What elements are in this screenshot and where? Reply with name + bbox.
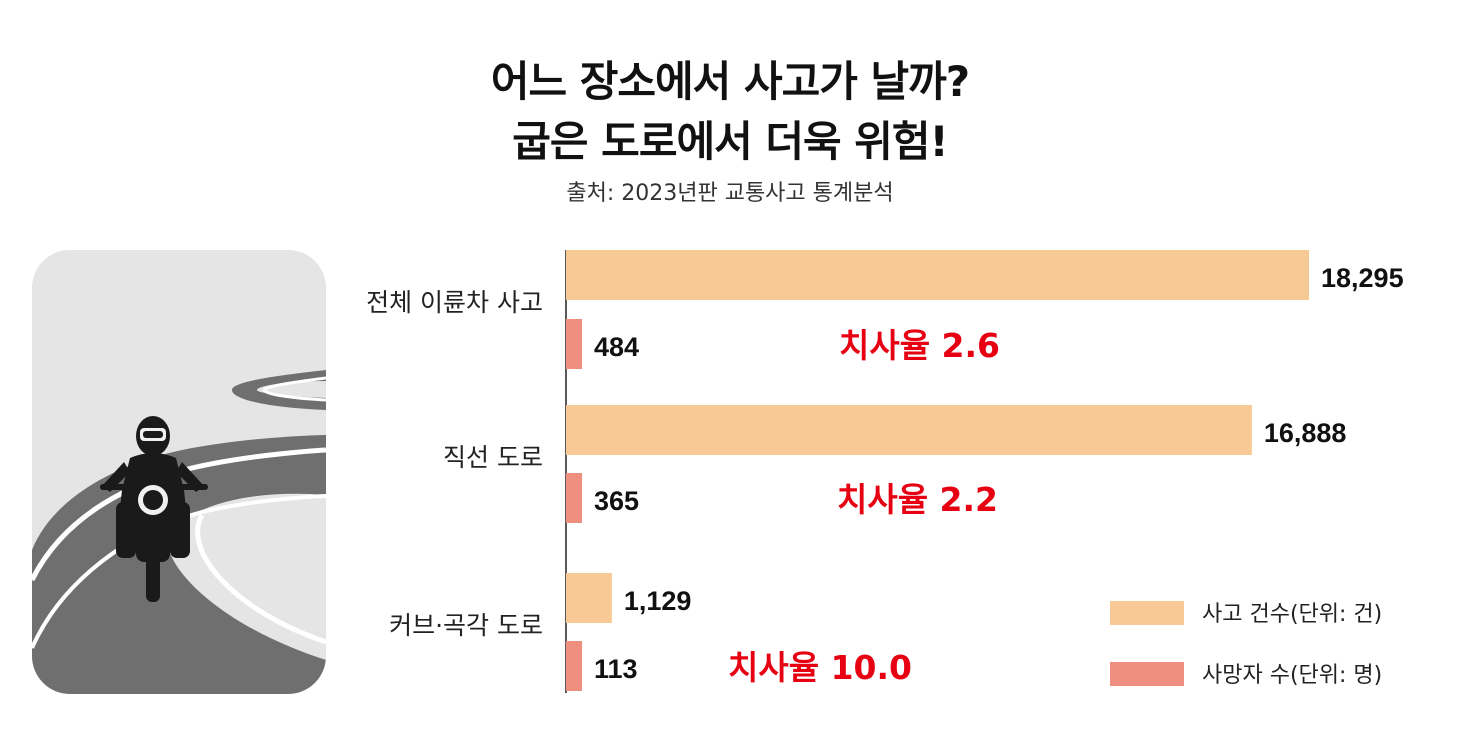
chart-title-line-2: 굽은 도로에서 더욱 위험!: [512, 117, 948, 166]
fatality-rate-annotation: 치사율 2.2: [837, 480, 998, 519]
legend-label: 사망자 수(단위: 명): [1202, 663, 1382, 688]
legend-label: 사고 건수(단위: 건): [1202, 602, 1382, 627]
category-label: 직선 도로: [443, 443, 543, 472]
data-label-accidents: 18,295: [1321, 263, 1404, 293]
motorcycle-rider-illustration: [32, 250, 326, 694]
category-label: 전체 이륜차 사고: [366, 288, 543, 317]
fatality-rate-annotation: 치사율 10.0: [728, 648, 912, 687]
category-label: 커브·곡각 도로: [389, 611, 543, 640]
bar-deaths: [566, 319, 582, 369]
legend-swatch: [1110, 601, 1184, 625]
bar-accidents: [566, 405, 1252, 455]
fatality-rate-annotation: 치사율 2.6: [839, 326, 1000, 365]
legend-swatch: [1110, 662, 1184, 686]
chart-source: 출처: 2023년판 교통사고 통계분석: [566, 181, 894, 206]
data-label-accidents: 1,129: [624, 586, 692, 616]
data-label-deaths: 365: [594, 486, 639, 516]
bar-accidents: [566, 250, 1309, 300]
data-label-deaths: 484: [594, 332, 639, 362]
data-label-accidents: 16,888: [1264, 418, 1347, 448]
chart-title-line-1: 어느 장소에서 사고가 날까?: [490, 57, 970, 106]
bar-deaths: [566, 641, 582, 691]
bar-deaths: [566, 473, 582, 523]
bar-accidents: [566, 573, 612, 623]
data-label-deaths: 113: [594, 654, 638, 684]
